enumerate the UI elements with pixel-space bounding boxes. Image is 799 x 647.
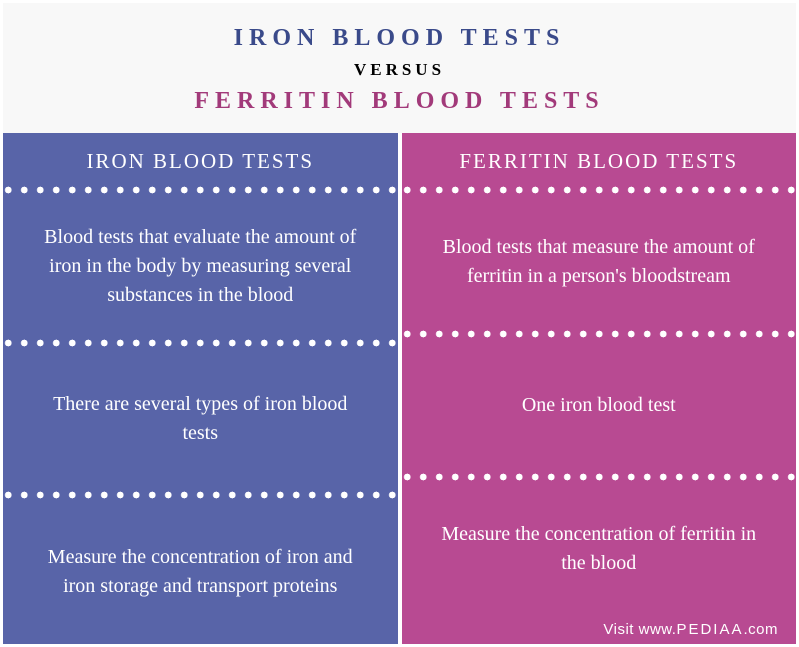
header-title-left: IRON BLOOD TESTS (23, 25, 776, 52)
header: IRON BLOOD TESTS VERSUS FERRITIN BLOOD T… (3, 3, 796, 133)
right-column-header: FERRITIN BLOOD TESTS (402, 133, 797, 186)
right-column: FERRITIN BLOOD TESTS Blood tests that me… (400, 133, 797, 644)
dotted-divider (3, 339, 398, 347)
header-versus: VERSUS (23, 60, 776, 80)
dotted-divider (402, 473, 797, 481)
left-column: IRON BLOOD TESTS Blood tests that evalua… (3, 133, 400, 644)
left-cell-1: Blood tests that evaluate the amount of … (3, 194, 398, 339)
footer-prefix: Visit www. (603, 621, 676, 638)
header-title-right: FERRITIN BLOOD TESTS (23, 88, 776, 115)
left-cell-2: There are several types of iron blood te… (3, 347, 398, 492)
dotted-divider (402, 186, 797, 194)
footer: Visit www.PEDIAA.com (402, 617, 797, 644)
dotted-divider (3, 186, 398, 194)
left-column-header: IRON BLOOD TESTS (3, 133, 398, 186)
footer-suffix: .com (743, 621, 778, 638)
left-cell-3: Measure the concentration of iron and ir… (3, 499, 398, 644)
right-cell-2: One iron blood test (402, 338, 797, 474)
dotted-divider (3, 491, 398, 499)
right-cell-1: Blood tests that measure the amount of f… (402, 194, 797, 330)
right-cell-3: Measure the concentration of ferritin in… (402, 481, 797, 617)
comparison-grid: IRON BLOOD TESTS Blood tests that evalua… (3, 133, 796, 644)
dotted-divider (402, 330, 797, 338)
footer-brand: PEDIAA (676, 621, 743, 638)
comparison-container: IRON BLOOD TESTS VERSUS FERRITIN BLOOD T… (0, 0, 799, 647)
